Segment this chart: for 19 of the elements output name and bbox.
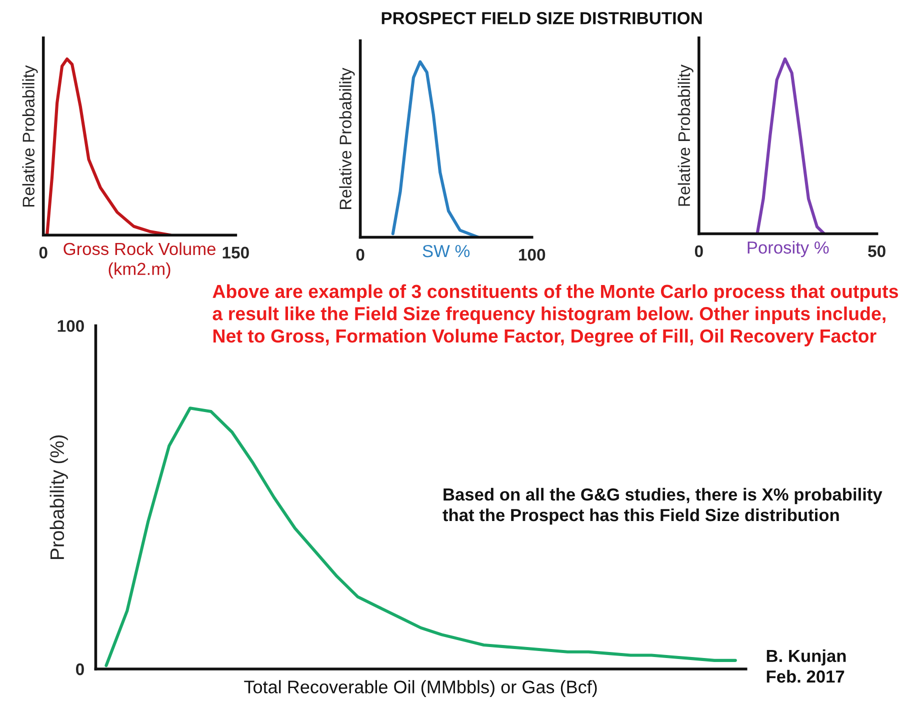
y-axis-title: Relative Probability: [678, 64, 694, 206]
annotation: Above are example of 3 constituents of the Monte Carlo process that outputs a result like the Field Size frequency histogram below. Other inputs include, Net to Gross, Formation Volume Factor, Degree of Fill, Oil Recovery Factor: [212, 284, 898, 346]
x-axis-title: Total Recoverable Oil (MMbbls) or Gas (Bcf): [244, 680, 597, 697]
y-axis-title: Probability (%): [50, 435, 68, 559]
x-axis-title: Porosity %: [748, 240, 829, 258]
line-series: [104, 406, 737, 668]
chart-title: PROSPECT FIELD SIZE DISTRIBUTION: [382, 12, 702, 24]
x-axis-title: SW %: [422, 244, 470, 258]
x-tick-label: 100: [519, 248, 546, 261]
x-tick-label: 0: [694, 245, 703, 258]
x-tick-label: 150: [222, 246, 249, 259]
x-tick-label: 50: [868, 245, 886, 258]
x-tick-label: 0: [39, 246, 48, 259]
y-axis-title: Relative Probability: [22, 65, 38, 206]
x-axis-title: Gross Rock Volume (km2.m): [64, 242, 216, 279]
text: B. Kunjan Feb. 2017: [766, 649, 846, 683]
y-axis-title: Relative Probability: [339, 68, 355, 209]
annotation: Based on all the G&G studies, there is X% probability that the Prospect has this Field Size distribution: [442, 488, 882, 525]
x-tick-label: 0: [356, 248, 364, 261]
